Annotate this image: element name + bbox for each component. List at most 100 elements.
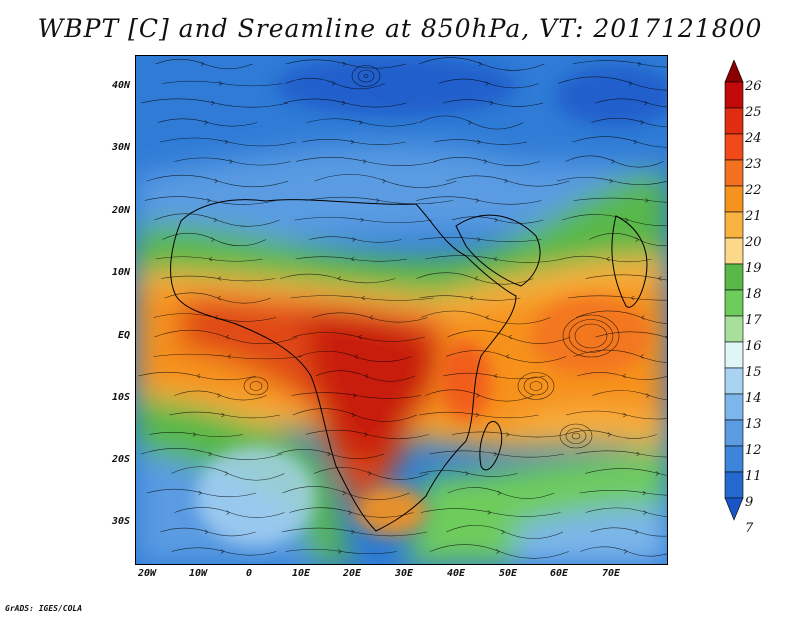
streamline-arrow [644, 100, 648, 106]
streamline-arrow [636, 451, 641, 457]
streamline-arrow [225, 334, 230, 340]
eddy-streamline [363, 74, 369, 78]
streamline-arrow [493, 256, 498, 262]
streamline-arrow [639, 354, 644, 359]
eddy-streamline [574, 323, 608, 349]
colorbar-label-16: 16 [745, 339, 762, 354]
colorbar-label-26: 26 [745, 79, 762, 94]
colorbar-box-17 [724, 289, 744, 317]
streamline-arrow [607, 432, 612, 437]
streamline-arrow [609, 178, 614, 184]
streamline-arrow [637, 61, 642, 67]
streamline-arrow [207, 198, 211, 203]
streamline-arrow [497, 490, 502, 496]
streamline-arrow [350, 139, 355, 145]
streamline-arrow [628, 81, 633, 86]
colorbar-box-14 [724, 367, 744, 395]
streamline-arrow [352, 237, 356, 242]
streamline-arrow [468, 120, 472, 125]
streamline-arrow [204, 120, 209, 125]
streamline-arrow [220, 549, 225, 554]
streamline-arrow [217, 393, 221, 398]
streamline-arrow [217, 276, 222, 281]
colorbar-label-18: 18 [745, 287, 762, 302]
streamline-arrow [477, 237, 481, 242]
lon-label-60e: 60E [549, 568, 569, 579]
streamline-arrow [382, 178, 387, 184]
streamline-arrow [227, 354, 231, 359]
streamline-arrow [611, 159, 615, 164]
streamline-arrow [633, 139, 638, 145]
colorbar-box-9 [724, 471, 744, 499]
streamline-arrow [358, 334, 362, 340]
colorbar-label-21: 21 [745, 209, 762, 224]
streamline-arrow [348, 510, 352, 515]
streamline-arrow [474, 276, 479, 281]
streamline-arrow [475, 412, 480, 418]
streamline-arrow [605, 256, 610, 262]
colorbar-label-19: 19 [745, 261, 762, 276]
streamline-arrow [364, 432, 368, 437]
eddy-streamline [571, 432, 581, 440]
streamline-arrow [646, 393, 650, 398]
streamline-arrow [229, 159, 233, 164]
streamline-arrow [469, 295, 474, 301]
colorbar-label-23: 23 [745, 157, 762, 172]
streamline-arrow [640, 315, 645, 320]
eddy-streamline [357, 69, 375, 83]
colorbar-box-21 [724, 185, 744, 213]
streamline-arrow [198, 490, 203, 496]
streamline-arrow [211, 100, 216, 106]
streamline-arrow [364, 373, 369, 379]
streamline-arrow [214, 178, 219, 184]
colorbar-label-9: 9 [745, 495, 754, 510]
streamline-arrow [485, 315, 489, 320]
lat-label-eq: EQ [117, 330, 130, 341]
eddy-streamline [351, 65, 381, 87]
streamline-arrow [489, 100, 494, 106]
lat-label-20s: 20S [111, 454, 130, 465]
colorbar-box-22 [724, 159, 744, 187]
streamline-arrow [196, 373, 201, 379]
streamline-arrow [327, 451, 332, 457]
streamline-arrow [485, 81, 490, 86]
streamline-arrow [483, 159, 488, 164]
colorbar-label-20: 20 [745, 235, 762, 250]
streamline-arrow [226, 510, 231, 515]
streamline-arrow [376, 198, 380, 203]
streamline-arrow [505, 432, 510, 437]
colorbar-box-24 [724, 107, 744, 135]
eddy-streamline [517, 372, 555, 400]
colorbar-label-25: 25 [745, 105, 762, 120]
streamline-arrow [630, 295, 635, 301]
lon-label-0: 0 [245, 568, 253, 579]
colorbar-box-12 [724, 419, 744, 447]
lon-label-20w: 20W [137, 568, 157, 579]
streamline-arrow [508, 334, 513, 340]
colorbar-label-14: 14 [745, 391, 762, 406]
eddy-streamline [562, 314, 620, 358]
lat-label-30n: 30N [111, 142, 130, 153]
colorbar-label-13: 13 [745, 417, 762, 432]
lon-label-10e: 10E [291, 568, 311, 579]
colorbar-label-24: 24 [745, 131, 762, 146]
streamline-arrow [505, 354, 510, 359]
colorbar-box-19 [724, 237, 744, 265]
streamline-arrow [369, 315, 374, 320]
streamline-arrow [478, 61, 483, 67]
streamline-arrow [211, 237, 215, 242]
streamline-arrow [331, 81, 336, 86]
streamline-arrow [354, 354, 359, 359]
wbpt-streamline-map [136, 56, 667, 564]
eddy-streamline [529, 381, 543, 391]
streamline-arrow [493, 451, 498, 457]
streamline-arrow [624, 217, 629, 223]
lon-label-40e: 40E [446, 568, 466, 579]
lon-label-20e: 20E [342, 568, 362, 579]
streamline-arrow [487, 510, 492, 515]
lon-label-70e: 70E [601, 568, 621, 579]
map-panel [135, 55, 668, 565]
streamline-arrow [224, 139, 229, 145]
temperature-details [196, 56, 667, 546]
streamline-arrow [642, 490, 647, 496]
